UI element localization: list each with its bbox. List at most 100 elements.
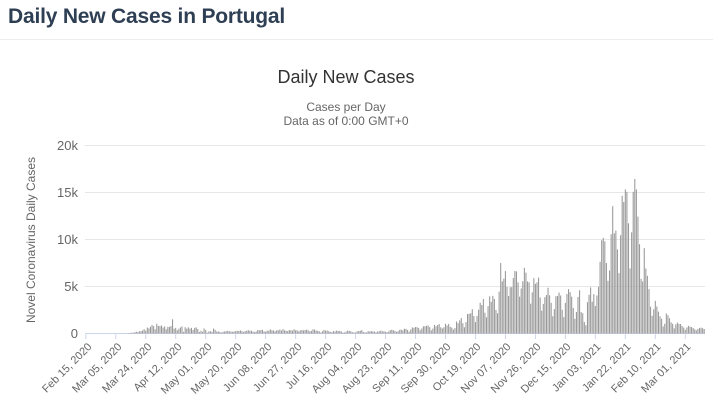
daily-cases-bar[interactable]: [366, 332, 368, 334]
daily-cases-bar[interactable]: [594, 306, 596, 334]
daily-cases-bar[interactable]: [340, 331, 342, 334]
daily-cases-bar[interactable]: [214, 329, 216, 334]
daily-cases-bar[interactable]: [291, 330, 293, 334]
daily-cases-bar[interactable]: [602, 237, 604, 334]
daily-cases-bar[interactable]: [138, 331, 140, 334]
daily-cases-bar[interactable]: [407, 329, 409, 334]
daily-cases-bar[interactable]: [385, 331, 387, 334]
daily-cases-bar[interactable]: [190, 327, 193, 334]
daily-cases-bar[interactable]: [657, 311, 659, 334]
daily-cases-bar[interactable]: [646, 275, 648, 334]
daily-cases-bar[interactable]: [694, 329, 696, 334]
daily-cases-bar[interactable]: [597, 286, 600, 334]
daily-cases-bar[interactable]: [665, 313, 667, 334]
daily-cases-bar[interactable]: [544, 297, 546, 334]
daily-cases-bar[interactable]: [339, 330, 341, 334]
daily-cases-bar[interactable]: [533, 278, 535, 334]
daily-cases-bar[interactable]: [373, 331, 376, 334]
daily-cases-bar[interactable]: [342, 332, 344, 334]
daily-cases-bar[interactable]: [347, 330, 349, 334]
daily-cases-bar[interactable]: [448, 323, 450, 334]
daily-cases-bar[interactable]: [520, 288, 522, 334]
daily-cases-bar[interactable]: [195, 327, 197, 334]
daily-cases-bar[interactable]: [131, 332, 133, 334]
daily-cases-bar[interactable]: [364, 332, 366, 334]
daily-cases-bar[interactable]: [149, 326, 151, 334]
daily-cases-bar[interactable]: [320, 332, 322, 334]
daily-cases-bar[interactable]: [198, 331, 200, 334]
daily-cases-bar[interactable]: [462, 323, 464, 334]
daily-cases-bar[interactable]: [209, 331, 211, 334]
daily-cases-bar[interactable]: [277, 330, 279, 334]
daily-cases-bar[interactable]: [416, 327, 418, 334]
daily-cases-bar[interactable]: [629, 268, 631, 334]
daily-cases-bar[interactable]: [515, 271, 518, 334]
daily-cases-bar[interactable]: [613, 233, 615, 334]
daily-cases-bar[interactable]: [680, 324, 682, 334]
daily-cases-bar[interactable]: [145, 330, 147, 334]
daily-cases-bar[interactable]: [568, 289, 570, 334]
daily-cases-bar[interactable]: [519, 296, 521, 334]
daily-cases-bar[interactable]: [137, 332, 139, 334]
daily-cases-bar[interactable]: [640, 278, 642, 334]
daily-cases-bar[interactable]: [522, 281, 524, 334]
daily-cases-bar[interactable]: [675, 324, 677, 334]
daily-cases-bar[interactable]: [380, 330, 382, 334]
daily-cases-bar[interactable]: [702, 328, 704, 334]
daily-cases-bar[interactable]: [272, 330, 275, 334]
daily-cases-bar[interactable]: [605, 262, 607, 334]
daily-cases-bar[interactable]: [616, 249, 618, 334]
daily-cases-bar[interactable]: [153, 326, 155, 334]
daily-cases-bar[interactable]: [268, 330, 270, 334]
daily-cases-bar[interactable]: [468, 313, 470, 334]
daily-cases-bar[interactable]: [162, 327, 164, 334]
daily-cases-bar[interactable]: [132, 332, 134, 334]
daily-cases-bar[interactable]: [219, 331, 221, 334]
daily-cases-bar[interactable]: [661, 318, 663, 334]
daily-cases-bar[interactable]: [293, 329, 295, 334]
daily-cases-bar[interactable]: [459, 320, 461, 334]
daily-cases-bar[interactable]: [503, 278, 505, 334]
daily-cases-bar[interactable]: [591, 301, 593, 334]
daily-cases-bar[interactable]: [683, 327, 685, 334]
daily-cases-bar[interactable]: [172, 319, 174, 334]
daily-cases-bar[interactable]: [323, 329, 325, 334]
daily-cases-bar[interactable]: [426, 325, 428, 334]
daily-cases-bar[interactable]: [441, 328, 443, 334]
daily-cases-bar[interactable]: [642, 281, 644, 334]
daily-cases-bar[interactable]: [560, 295, 562, 334]
daily-cases-bar[interactable]: [558, 292, 560, 334]
daily-cases-bar[interactable]: [271, 330, 273, 334]
daily-cases-bar[interactable]: [222, 331, 224, 334]
daily-cases-bar[interactable]: [697, 328, 699, 334]
daily-cases-bar[interactable]: [298, 331, 300, 334]
daily-cases-bar[interactable]: [332, 331, 334, 334]
daily-cases-bar[interactable]: [230, 331, 232, 334]
daily-cases-bar[interactable]: [129, 332, 131, 334]
daily-cases-bar[interactable]: [437, 325, 439, 334]
daily-cases-bar[interactable]: [362, 332, 364, 334]
daily-cases-bar[interactable]: [255, 331, 257, 334]
daily-cases-bar[interactable]: [249, 330, 251, 334]
daily-cases-bar[interactable]: [484, 312, 486, 334]
daily-cases-bar[interactable]: [465, 322, 467, 334]
daily-cases-bar[interactable]: [624, 189, 626, 334]
daily-cases-bar[interactable]: [449, 326, 451, 334]
daily-cases-bar[interactable]: [170, 325, 172, 334]
daily-cases-bar[interactable]: [312, 329, 314, 334]
daily-cases-bar[interactable]: [457, 323, 459, 334]
daily-cases-bar[interactable]: [135, 331, 137, 334]
daily-cases-bar[interactable]: [236, 330, 238, 334]
daily-cases-bar[interactable]: [689, 326, 691, 334]
daily-cases-bar[interactable]: [528, 282, 530, 334]
daily-cases-bar[interactable]: [399, 329, 401, 334]
daily-cases-bar[interactable]: [306, 329, 308, 334]
daily-cases-bar[interactable]: [246, 330, 248, 334]
daily-cases-bar[interactable]: [545, 294, 547, 334]
daily-cases-bar[interactable]: [321, 331, 323, 334]
daily-cases-bar[interactable]: [664, 323, 666, 334]
daily-cases-bar[interactable]: [526, 281, 529, 334]
daily-cases-bar[interactable]: [539, 297, 541, 334]
daily-cases-bar[interactable]: [691, 327, 693, 334]
daily-cases-bar[interactable]: [280, 330, 282, 334]
